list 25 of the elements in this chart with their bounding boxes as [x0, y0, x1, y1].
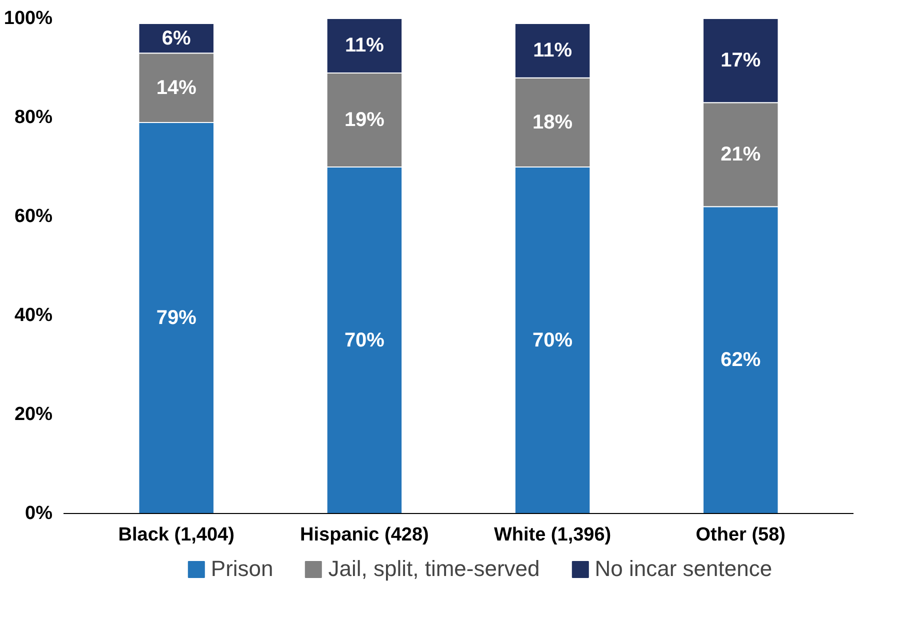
x-tick-label: Black (1,404)	[118, 524, 234, 546]
y-tick-label: 100%	[4, 8, 53, 29]
data-label: 17%	[720, 50, 761, 72]
data-label: 70%	[344, 329, 385, 352]
legend-label: Prison	[210, 556, 274, 582]
data-label: 14%	[156, 76, 197, 99]
y-tick-label: 0%	[25, 503, 53, 524]
data-label: 79%	[156, 306, 197, 329]
data-label: 6%	[162, 27, 192, 50]
legend-label: No incar sentence	[594, 556, 772, 582]
y-tick-label: 40%	[14, 305, 53, 326]
data-label: 21%	[720, 144, 761, 166]
x-tick-label: Other (58)	[696, 524, 786, 546]
y-tick-label: 80%	[14, 107, 53, 128]
data-label: 70%	[532, 329, 573, 352]
data-label: 11%	[533, 40, 572, 62]
x-tick-label: Hispanic (428)	[300, 524, 429, 546]
y-tick-label: 20%	[14, 404, 53, 425]
data-label: 62%	[720, 349, 761, 372]
legend-label: Jail, split, time-served	[328, 556, 540, 582]
data-label: 18%	[532, 111, 573, 134]
x-tick-label: White (1,396)	[494, 524, 612, 546]
data-label: 11%	[344, 34, 384, 57]
data-label: 19%	[344, 108, 385, 131]
y-tick-label: 60%	[14, 206, 53, 227]
